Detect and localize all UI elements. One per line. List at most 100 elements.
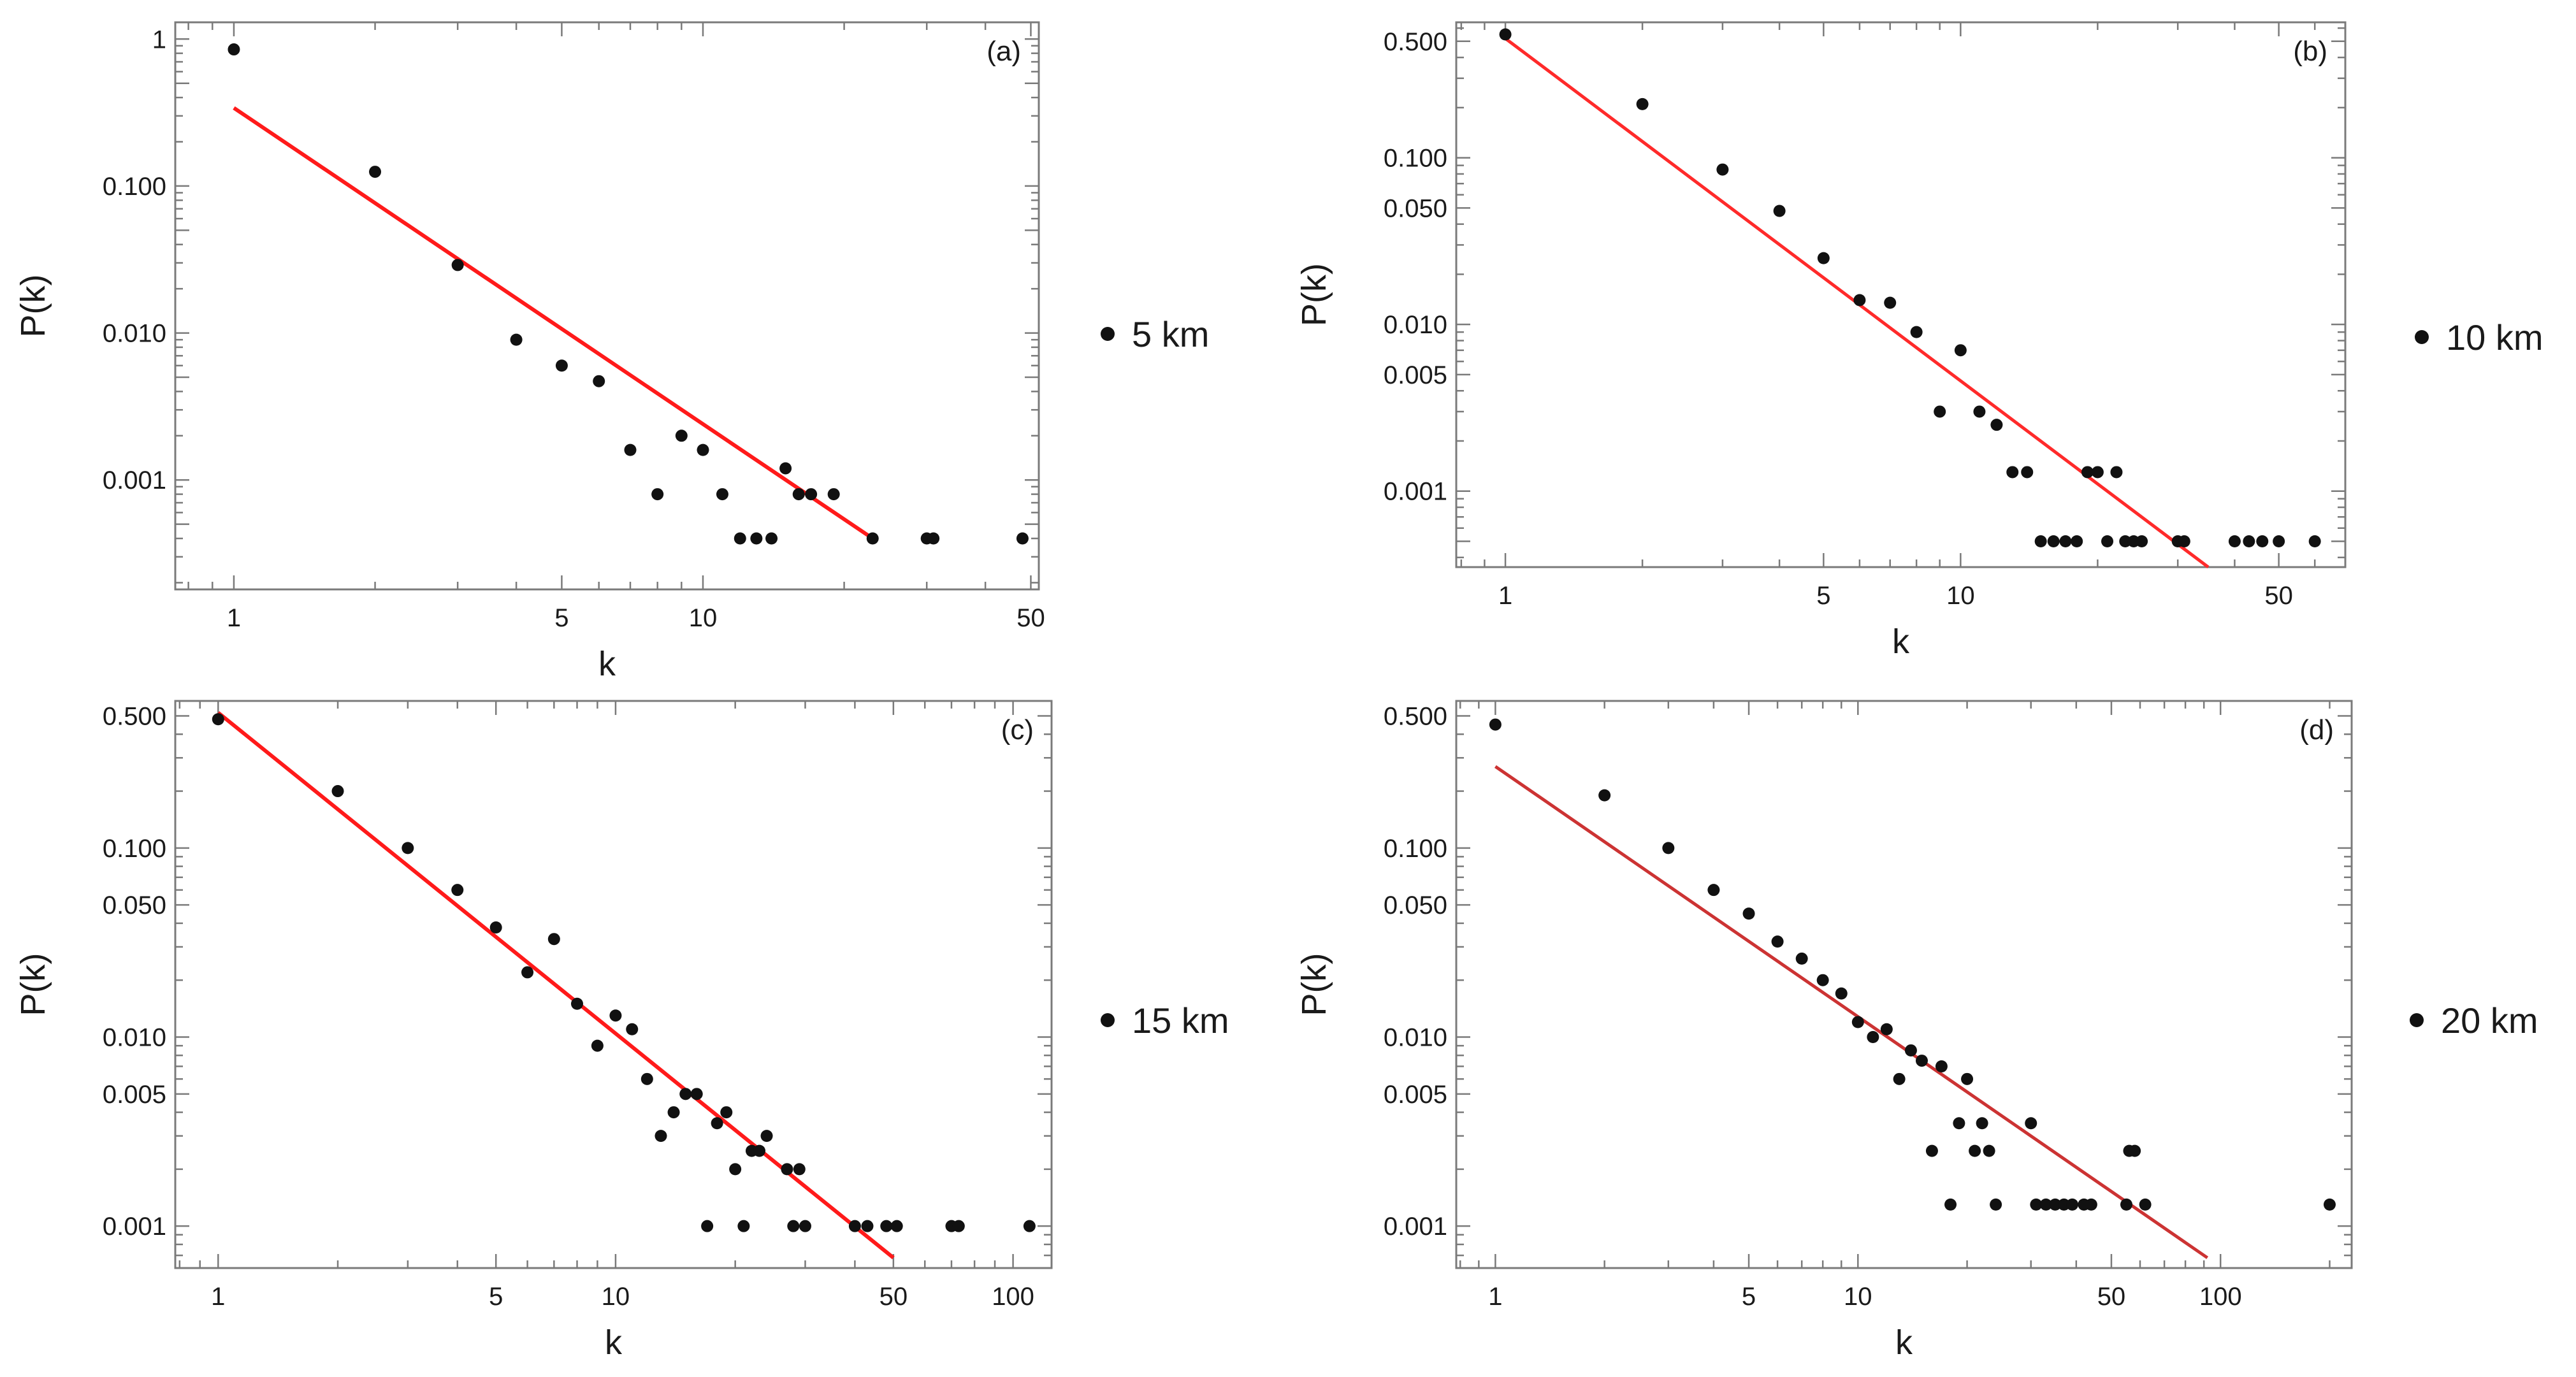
panel-a-data-point <box>697 443 709 456</box>
panel-a-data-point <box>624 443 637 456</box>
panel-d-data-point <box>1742 907 1755 920</box>
panel-a-data-point <box>451 259 464 271</box>
panel-c: 1 5 10 50 100 0.500 0.100 0.050 0.010 0.005 0.001 k… <box>14 700 1229 1362</box>
panel-a-plot-frame <box>174 21 1040 591</box>
panel-c-x-tick-label: 100 <box>992 1283 1034 1311</box>
panel-a-data-point <box>593 375 605 387</box>
panel-d-data-point <box>1983 1144 1995 1157</box>
panel-d-y-tick-label: 0.005 <box>1384 1081 1447 1109</box>
panel-a-x-tick-label: 10 <box>689 604 718 632</box>
panel-a-data-point <box>675 429 688 442</box>
panel-d-data-point <box>2139 1198 2152 1211</box>
panel-a-y-tick-label: 0.001 <box>103 466 166 494</box>
panel-d-plot-frame <box>1455 700 2353 1269</box>
panel-a-data-point <box>765 532 778 545</box>
panel-c-data-point <box>331 785 344 798</box>
panel-b-y-tick-label: 0.100 <box>1384 145 1447 173</box>
panel-c-data-point <box>1023 1220 1036 1232</box>
panel-a-y-tick-label: 0.100 <box>103 173 166 201</box>
panel-c-y-tick-label: 0.100 <box>103 835 166 863</box>
panel-b-data-point <box>1636 97 1649 110</box>
panel-d-data-point <box>2030 1198 2043 1211</box>
panel-b-data-point <box>2081 466 2094 479</box>
panel-a-y-tick-label: 0.010 <box>103 320 166 348</box>
panel-d-data-point <box>1904 1044 1917 1056</box>
panel-d-data-point <box>1953 1117 1965 1130</box>
panel-d-data-point <box>2085 1198 2097 1211</box>
panel-c-data-point <box>679 1088 692 1100</box>
panel-d-x-tick-label: 5 <box>1742 1283 1756 1311</box>
panel-b-y-tick-label: 0.001 <box>1384 478 1447 506</box>
panel-d-data-point <box>1880 1023 1893 1035</box>
panel-c-y-tick-label: 0.500 <box>103 702 166 730</box>
panel-c-x-tick-label: 5 <box>489 1283 503 1311</box>
panel-c-data-point <box>720 1106 733 1119</box>
panel-c-legend-marker <box>1101 1013 1115 1027</box>
panel-d-data-point <box>1915 1055 1928 1067</box>
panel-d-data-point <box>2323 1198 2336 1211</box>
panel-d-y-axis-label: P(k) <box>1295 953 1333 1016</box>
panel-b-data-point <box>2178 535 2190 547</box>
panel-b-legend-label: 10 km <box>2446 317 2543 357</box>
panel-b-data-point <box>1954 344 1967 357</box>
panel-b-data-point <box>2059 535 2072 547</box>
panel-c-plot-frame <box>174 700 1053 1269</box>
panel-a-data-point <box>827 488 840 501</box>
panel-b-data-point <box>2273 535 2285 547</box>
panel-c-x-tick-label: 10 <box>602 1283 630 1311</box>
panel-c-data-point <box>890 1220 903 1232</box>
panel-b: 1 5 10 50 0.500 0.100 0.050 0.010 0.005 0.001 k P(k… <box>1295 21 2543 661</box>
panel-c-data-point <box>848 1220 861 1232</box>
panel-c-data-point <box>570 997 583 1010</box>
panel-a-data-point <box>866 532 879 545</box>
panel-b-data-point <box>2021 466 2034 479</box>
panel-c-y-tick-label: 0.010 <box>103 1024 166 1052</box>
panel-c-data-point <box>451 884 464 897</box>
panel-c-data-point <box>861 1220 874 1232</box>
panel-b-data-point <box>1910 326 1923 338</box>
panel-a-data-point <box>369 166 382 178</box>
panel-d-data-point <box>2025 1117 2037 1130</box>
panel-c-data-point <box>711 1117 723 1130</box>
panel-a-data-point <box>510 333 523 346</box>
panel-c-data-point <box>690 1088 703 1100</box>
panel-a-x-tick-label: 1 <box>227 604 241 632</box>
panel-c-data-point <box>952 1220 965 1232</box>
panel-c-data-point <box>729 1163 742 1176</box>
panel-c-x-tick-label: 1 <box>211 1283 225 1311</box>
panel-c-data-point <box>402 842 414 854</box>
panel-a: 1 5 10 50 1 0.100 0.010 0.001 k P(k) (a) 5 km <box>14 21 1209 683</box>
panel-d-data-point <box>1771 935 1784 948</box>
panel-a-fit-line <box>233 106 874 540</box>
panel-c-panel-label: (c) <box>1001 714 1034 746</box>
panel-d-y-tick-label: 0.100 <box>1384 835 1447 863</box>
panel-d-data-point <box>2129 1144 2141 1157</box>
panel-b-data-point <box>2243 535 2255 547</box>
panel-b-y-axis-label: P(k) <box>1295 263 1333 326</box>
panel-c-data-point <box>640 1072 653 1085</box>
panel-c-data-point <box>667 1106 680 1119</box>
panel-b-data-point <box>1973 405 1986 418</box>
panel-b-data-point <box>2136 535 2148 547</box>
panel-d-data-point <box>1976 1117 1988 1130</box>
panel-a-data-point <box>805 488 818 501</box>
panel-d-data-point <box>2058 1198 2071 1211</box>
panel-d-x-tick-label: 1 <box>1488 1283 1502 1311</box>
panel-b-data-point <box>2047 535 2060 547</box>
panel-c-y-axis-label: P(k) <box>14 953 52 1016</box>
panel-d-fit-line <box>1494 765 2209 1259</box>
panel-b-y-tick-label: 0.010 <box>1384 311 1447 339</box>
panel-c-data-point <box>799 1220 811 1232</box>
panel-a-data-point <box>1016 532 1029 545</box>
panel-b-data-point <box>1716 163 1729 176</box>
panel-d-data-point <box>1961 1072 1974 1085</box>
panel-d-data-point <box>1707 884 1720 897</box>
panel-a-data-point <box>716 488 728 501</box>
panel-a-x-tick-label: 50 <box>1017 604 1045 632</box>
panel-d-y-tick-label: 0.010 <box>1384 1024 1447 1052</box>
panel-d-x-tick-label: 50 <box>2097 1283 2126 1311</box>
panel-a-legend-marker <box>1101 327 1115 341</box>
panel-b-data-point <box>2228 535 2241 547</box>
panel-c-data-point <box>787 1220 800 1232</box>
